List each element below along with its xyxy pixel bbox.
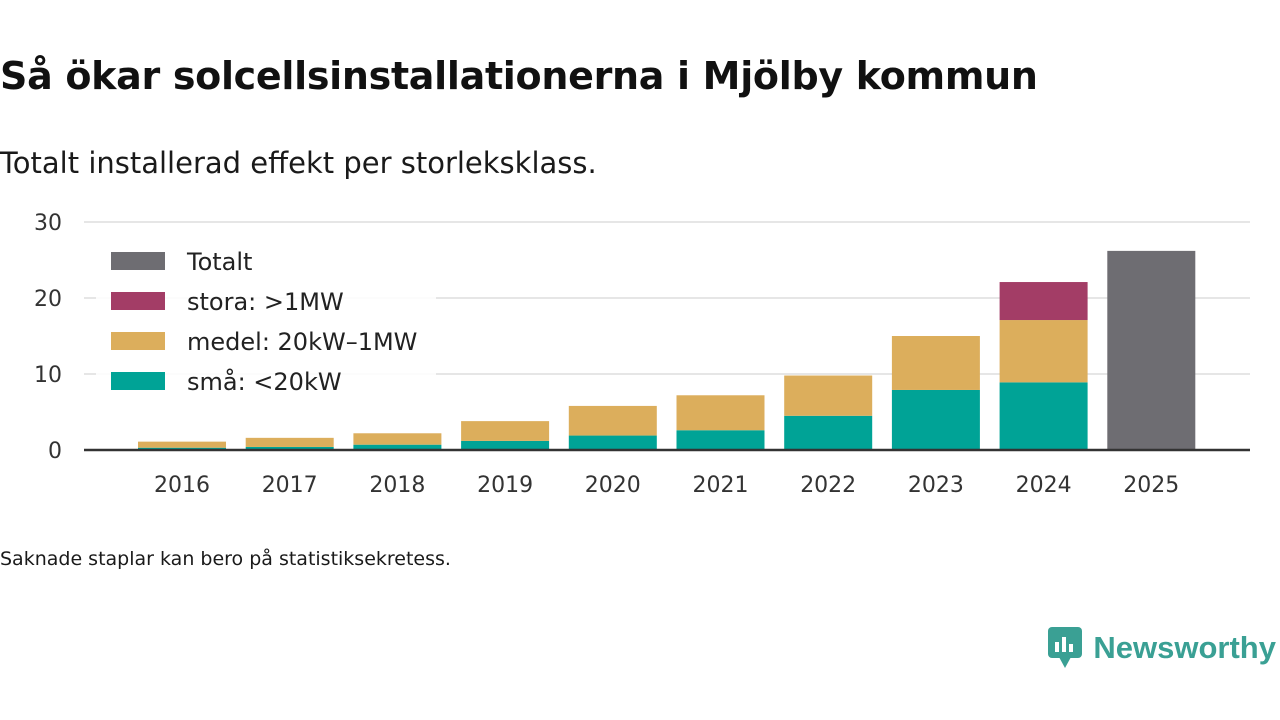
bar-medel-2016 [138, 441, 226, 448]
bars-layer [138, 250, 1196, 450]
bar-sma-2018 [353, 444, 442, 450]
bar-stora-2024 [999, 282, 1088, 321]
bar-sma-2020 [568, 435, 657, 450]
bar-medel-2017 [245, 437, 334, 447]
stacked-bar-chart: 0 10 20 30 2016 2017 2018 2019 2020 2021 2022 2023 2… [34, 211, 1250, 498]
bar-sma-2023 [891, 389, 980, 450]
brand: Newsworthy [1047, 626, 1276, 670]
bar-medel-2024 [999, 320, 1088, 383]
x-tick-label: 2025 [1123, 473, 1179, 498]
bar-sma-2022 [784, 415, 873, 450]
bar-sma-2019 [461, 440, 550, 450]
x-tick-label: 2022 [800, 473, 856, 498]
x-tick-label: 2019 [477, 473, 533, 498]
axis-layer: 0 10 20 30 2016 2017 2018 2019 2020 2021 2022 2023 2… [34, 211, 1250, 498]
x-tick-label: 2020 [585, 473, 641, 498]
legend-label-totalt: Totalt [186, 248, 252, 276]
y-tick-label: 20 [34, 287, 62, 312]
chart-subtitle: Totalt installerad effekt per storlekskl… [0, 146, 597, 180]
legend-label-sma: små: <20kW [187, 367, 342, 396]
x-tick-label: 2016 [154, 473, 210, 498]
y-tick-label: 0 [48, 439, 62, 464]
brand-name: Newsworthy [1093, 630, 1276, 665]
x-tick-label: 2017 [262, 473, 318, 498]
x-tick-label: 2024 [1016, 473, 1072, 498]
bar-medel-2019 [461, 421, 550, 441]
legend-label-stora: stora: >1MW [187, 288, 344, 316]
bar-totalt-2025 [1107, 250, 1196, 450]
legend-swatch-sma [111, 372, 165, 390]
bar-sma-2021 [676, 430, 765, 450]
x-tick-label: 2023 [908, 473, 964, 498]
legend-swatch-stora [111, 292, 165, 310]
legend-label-medel: medel: 20kW–1MW [187, 328, 417, 356]
bar-medel-2018 [353, 433, 442, 445]
y-tick-label: 30 [34, 211, 62, 236]
legend-swatch-medel [111, 332, 165, 350]
bar-medel-2021 [676, 395, 765, 431]
x-tick-label: 2021 [693, 473, 749, 498]
y-tick-label: 10 [34, 363, 62, 388]
legend-swatch-totalt [111, 252, 165, 270]
legend: Totalt stora: >1MW medel: 20kW–1MW små: <20… [96, 238, 436, 396]
newsworthy-logo-icon [1048, 627, 1083, 668]
bar-medel-2023 [891, 336, 980, 390]
bar-sma-2024 [999, 382, 1088, 450]
bar-sma-2017 [245, 446, 334, 450]
bar-medel-2020 [568, 405, 657, 436]
bar-medel-2022 [784, 375, 873, 416]
footnote: Saknade staplar kan bero på statistiksek… [0, 548, 451, 570]
x-tick-label: 2018 [369, 473, 425, 498]
chart-title: Så ökar solcellsinstallationerna i Mjölb… [0, 54, 1038, 98]
